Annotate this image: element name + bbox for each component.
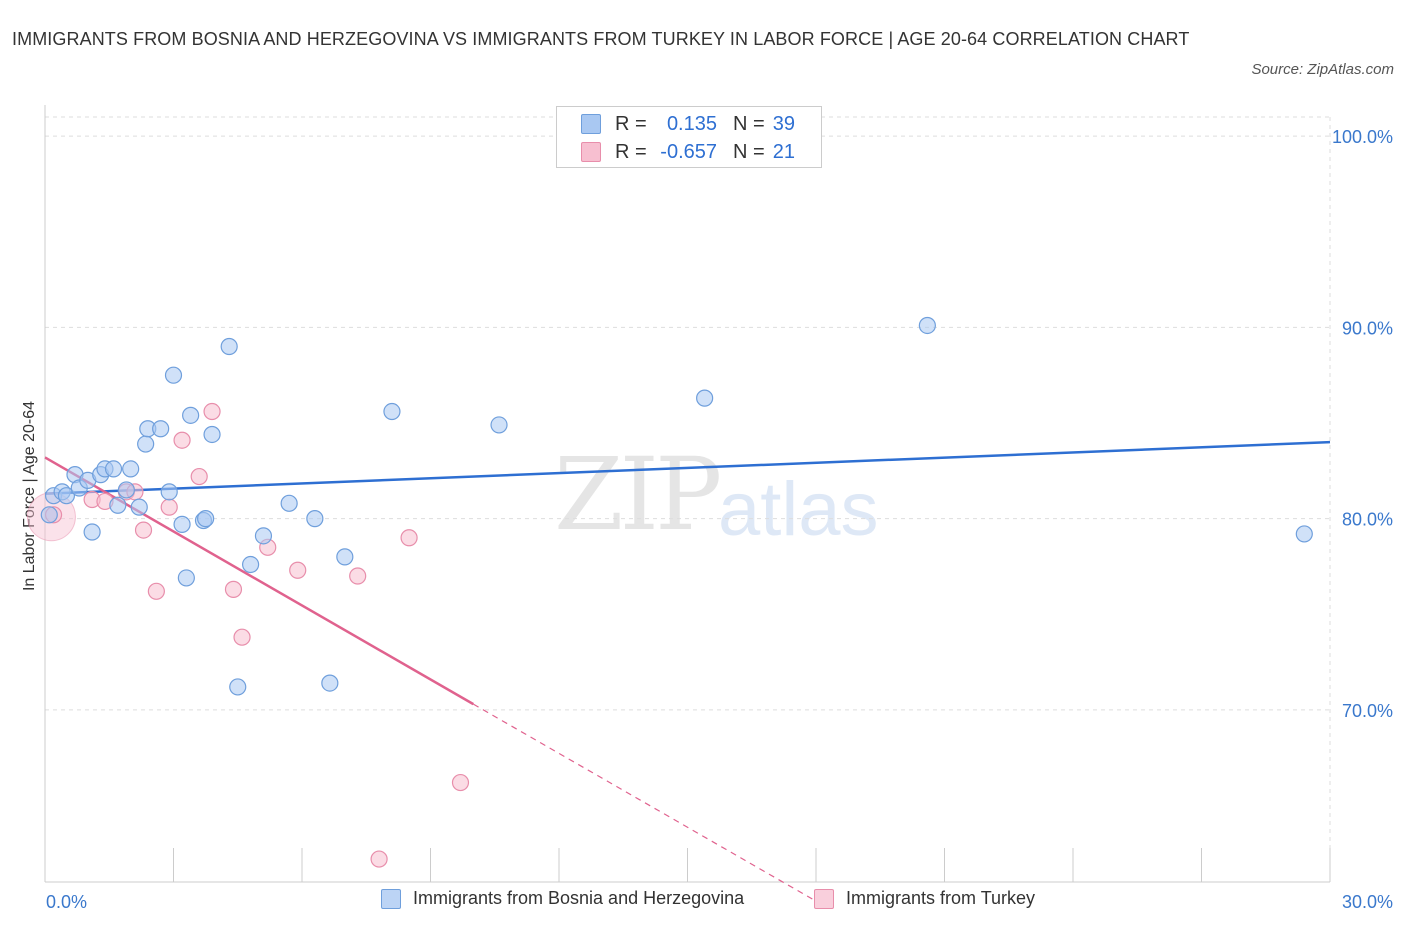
data-point-bosnia xyxy=(336,548,354,566)
data-point-turkey xyxy=(289,561,307,579)
data-point-bosnia xyxy=(1295,525,1313,543)
legend-n-label: N = xyxy=(733,112,765,135)
watermark-zip: ZIP xyxy=(554,436,722,553)
data-point-bosnia xyxy=(57,487,76,505)
y-tick-label: 100.0% xyxy=(1332,127,1393,147)
grid-lines xyxy=(45,116,1331,882)
legend-row-bosnia: R = 0.135 N = 39 xyxy=(581,110,795,138)
data-point-bosnia xyxy=(182,406,200,424)
data-point-bosnia xyxy=(109,496,127,514)
data-point-turkey xyxy=(224,580,243,598)
tick-labels: 100.0% 90.0% 80.0% 70.0% 0.0% 30.0% xyxy=(46,127,1393,912)
legend-r-value: 0.135 xyxy=(666,112,717,135)
legend-item-label: Immigrants from Bosnia and Herzegovina xyxy=(413,888,745,908)
data-point-bosnia xyxy=(122,460,140,478)
legend-item-turkey[interactable]: Immigrants from Turkey xyxy=(814,888,1035,909)
data-point-turkey xyxy=(190,467,208,486)
data-point-turkey xyxy=(451,773,470,792)
legend-swatch-turkey xyxy=(581,142,601,162)
data-point-bosnia xyxy=(306,510,324,528)
trend-line-turkey-extension xyxy=(473,703,817,902)
data-point-bosnia xyxy=(254,527,273,545)
legend-n-value: 21 xyxy=(772,140,795,163)
data-point-bosnia xyxy=(83,523,101,541)
legend-item-bosnia[interactable]: Immigrants from Bosnia and Herzegovina xyxy=(381,888,744,909)
legend-swatch-turkey xyxy=(814,888,834,909)
data-point-turkey xyxy=(349,567,367,585)
data-point-bosnia xyxy=(383,402,401,421)
stats-legend: R = 0.135 N = 39 R = -0.657 N = 21 xyxy=(556,106,822,168)
legend-swatch-bosnia xyxy=(381,888,401,909)
legend-r-label: R = xyxy=(615,112,647,135)
y-tick-label: 80.0% xyxy=(1342,510,1393,530)
legend-n-label: N = xyxy=(733,140,765,163)
data-point-bosnia xyxy=(130,498,148,516)
axes xyxy=(44,105,1331,883)
legend-row-turkey: R = -0.657 N = 21 xyxy=(581,138,795,166)
data-point-turkey xyxy=(370,850,388,868)
data-point-bosnia xyxy=(918,316,936,335)
data-point-bosnia xyxy=(164,366,183,384)
data-point-bosnia xyxy=(177,569,195,587)
y-tick-label: 70.0% xyxy=(1342,701,1393,721)
source-label: Source: ZipAtlas.com xyxy=(1251,61,1394,78)
data-point-turkey xyxy=(203,402,221,421)
data-point-bosnia xyxy=(696,389,714,407)
x-tick-label-max: 30.0% xyxy=(1342,892,1393,912)
legend-r-label: R = xyxy=(615,140,647,163)
legend-r-value: -0.657 xyxy=(660,140,717,163)
data-point-turkey xyxy=(233,628,251,646)
data-point-bosnia xyxy=(137,435,155,453)
data-point-bosnia xyxy=(321,674,339,692)
data-point-bosnia xyxy=(280,494,298,512)
y-tick-label: 90.0% xyxy=(1342,318,1393,338)
data-point-bosnia xyxy=(242,555,260,574)
data-point-bosnia xyxy=(197,510,215,528)
data-point-bosnia xyxy=(490,416,508,434)
legend-n-value: 39 xyxy=(772,112,795,135)
trend-line-bosnia xyxy=(44,440,1331,496)
data-point-turkey xyxy=(134,521,153,539)
data-point-turkey xyxy=(400,529,418,547)
data-points xyxy=(26,316,1313,868)
trend-lines xyxy=(44,440,1331,902)
data-point-turkey xyxy=(160,498,178,516)
series-legend: Immigrants from Bosnia and Herzegovina I… xyxy=(0,888,1406,916)
data-point-bosnia xyxy=(173,515,191,533)
legend-swatch-bosnia xyxy=(581,114,601,134)
watermark-atlas: atlas xyxy=(718,467,879,552)
data-point-bosnia xyxy=(152,420,170,438)
data-point-bosnia xyxy=(104,460,123,478)
legend-item-label: Immigrants from Turkey xyxy=(846,888,1036,908)
data-point-bosnia xyxy=(220,337,238,356)
data-point-bosnia xyxy=(160,483,178,501)
data-point-turkey xyxy=(173,431,191,449)
data-point-bosnia xyxy=(229,678,247,696)
data-point-bosnia xyxy=(117,481,135,499)
data-point-turkey xyxy=(147,582,165,600)
data-point-bosnia xyxy=(40,506,58,524)
chart-title: IMMIGRANTS FROM BOSNIA AND HERZEGOVINA V… xyxy=(12,29,1190,49)
data-point-bosnia xyxy=(203,425,221,444)
x-tick-label-min: 0.0% xyxy=(46,892,87,912)
